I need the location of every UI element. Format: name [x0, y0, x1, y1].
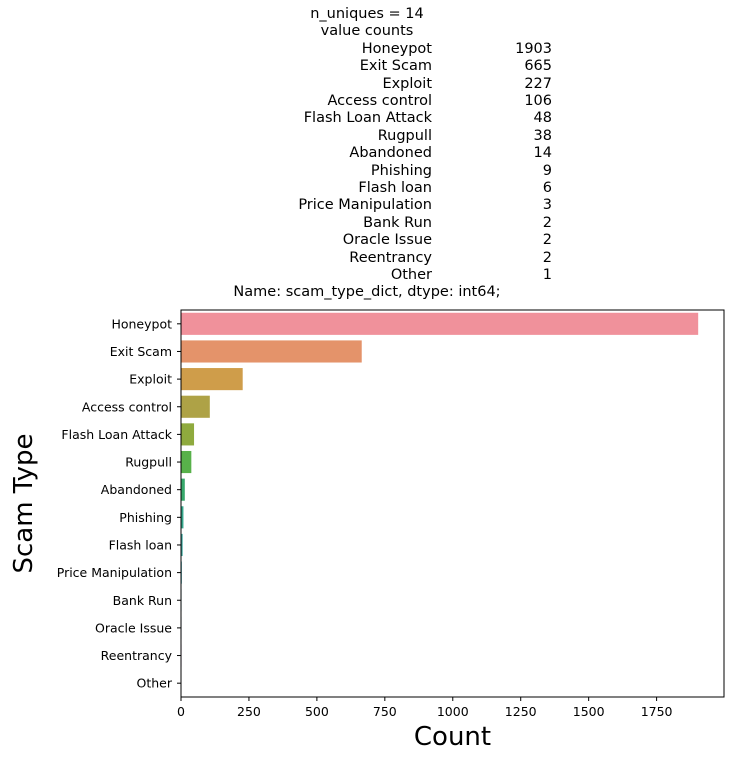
bar-flash-loan-attack: [181, 423, 195, 446]
title-value-count-value: 1903: [515, 40, 552, 57]
title-value-count-name: Flash Loan Attack: [303, 110, 432, 127]
title-value-count-value: 48: [533, 110, 552, 127]
title-value-count-value: 6: [542, 180, 552, 196]
title-value-count-value: 106: [524, 93, 552, 109]
bar-flash-loan: [181, 533, 183, 557]
x-ticks-group: 0 250 500 750 1000 1250 1500 1750: [177, 697, 673, 719]
y-tick-label: Other: [137, 676, 173, 691]
title-value-count-name: Access control: [327, 93, 432, 109]
y-ticks-group: Honeypot Exit Scam Exploit Access control Fl…: [57, 316, 181, 691]
chart-title: n_uniques = 14 value counts Honeypot 1903 Ex…: [0, 6, 734, 306]
x-tick-label: 1500: [573, 704, 605, 719]
title-value-count-name: Exit Scam: [359, 58, 432, 75]
y-tick-label: Honeypot: [111, 316, 172, 331]
bar-exploit: [181, 368, 243, 391]
title-value-count-value: 2: [542, 214, 552, 231]
x-tick-label: 500: [305, 704, 329, 719]
title-value-count-value: 2: [542, 232, 552, 249]
title-value-count-name: Rugpull: [377, 127, 432, 144]
title-value-count-value: 3: [542, 197, 552, 214]
title-value-count-name: Reentrancy: [349, 249, 432, 266]
y-tick-label: Price Manipulation: [57, 565, 172, 580]
title-value-count-value: 227: [524, 75, 552, 92]
y-tick-label: Bank Run: [113, 593, 172, 608]
y-tick-label: Flash Loan Attack: [61, 427, 172, 442]
y-tick-label: Access control: [82, 399, 172, 414]
bar-phishing: [181, 506, 184, 529]
title-header-line: n_uniques = 14: [310, 6, 424, 22]
y-tick-label: Exit Scam: [110, 344, 172, 359]
x-tick-label: 1250: [505, 704, 537, 719]
y-axis-label: Scam Type: [9, 433, 39, 573]
y-tick-label: Oracle Issue: [95, 620, 172, 635]
title-value-count-name: Exploit: [382, 75, 432, 92]
x-tick-label: 250: [237, 704, 261, 719]
title-value-count-name: Abandoned: [349, 145, 432, 162]
title-value-count-name: Honeypot: [361, 40, 432, 57]
y-tick-label: Exploit: [129, 372, 172, 387]
title-value-count-value: 14: [533, 145, 552, 162]
title-value-count-name: Oracle Issue: [342, 232, 432, 249]
title-value-count-value: 38: [533, 127, 552, 144]
title-footer-line: Name: scam_type_dict, dtype: int64;: [233, 284, 501, 301]
y-tick-label: Reentrancy: [101, 648, 173, 663]
bar-rugpull: [181, 450, 192, 474]
title-value-count-value: 665: [524, 58, 552, 75]
y-tick-label: Phishing: [119, 510, 172, 525]
y-tick-label: Abandoned: [101, 482, 172, 497]
title-value-count-name: Bank Run: [363, 214, 432, 231]
bar-access-control: [181, 395, 210, 418]
title-value-count-value: 9: [542, 162, 552, 179]
title-value-count-name: Price Manipulation: [298, 197, 432, 214]
title-value-count-name: Phishing: [370, 162, 432, 179]
bar-honeypot: [181, 312, 699, 335]
bar-abandoned: [181, 478, 185, 501]
title-value-count-value: 1: [542, 267, 552, 283]
x-axis-label: Count: [414, 722, 491, 752]
bar-exit-scam: [181, 340, 362, 363]
x-tick-label: 750: [373, 704, 397, 719]
x-tick-label: 1000: [437, 704, 469, 719]
title-value-count-name: Flash loan: [358, 180, 432, 196]
title-value-count-value: 2: [542, 249, 552, 266]
y-tick-label: Flash loan: [109, 537, 172, 552]
x-tick-label: 0: [177, 704, 185, 719]
bars-group: [181, 312, 699, 695]
y-tick-label: Rugpull: [125, 455, 172, 470]
x-tick-label: 1750: [641, 704, 673, 719]
title-header-line: value counts: [320, 23, 414, 40]
title-value-count-name: Other: [390, 267, 432, 283]
plot-frame: [180, 309, 725, 698]
